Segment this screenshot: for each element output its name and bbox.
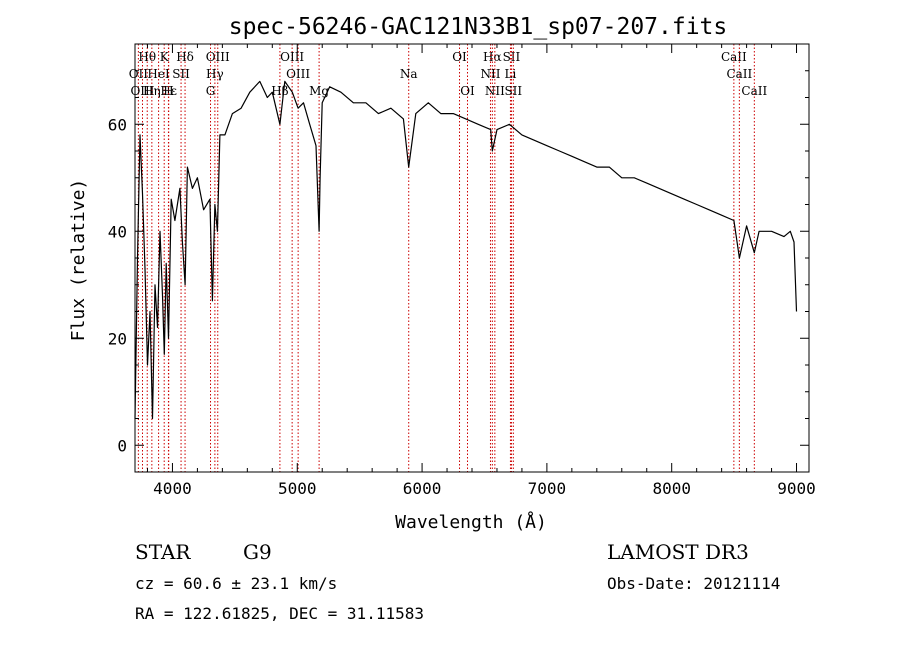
x-tick-label: 9000 xyxy=(777,479,816,498)
coordinates: RA = 122.61825, DEC = 31.11583 xyxy=(135,604,424,623)
line-label: Hβ xyxy=(271,84,288,98)
line-label: SII xyxy=(503,50,521,64)
line-label: Li xyxy=(505,67,517,81)
line-label: OIII xyxy=(286,67,310,81)
line-label: CaII xyxy=(741,84,767,98)
line-label: Hγ xyxy=(206,67,224,81)
y-tick-label: 40 xyxy=(108,222,127,241)
x-tick-label: 7000 xyxy=(528,479,567,498)
spectrum-line xyxy=(134,80,798,420)
y-tick-label: 20 xyxy=(108,329,127,348)
x-tick-label: 6000 xyxy=(403,479,442,498)
line-label: OIII xyxy=(206,50,230,64)
x-tick-label: 5000 xyxy=(278,479,317,498)
line-label: CaII xyxy=(726,67,752,81)
redshift-velocity: cz = 60.6 ± 23.1 km/s xyxy=(135,574,337,593)
line-label: OI xyxy=(452,50,467,64)
chart-title: spec-56246-GAC121N33B1_sp07-207.fits xyxy=(229,14,728,40)
x-tick-label: 8000 xyxy=(652,479,691,498)
line-label: Hα xyxy=(483,50,502,64)
line-label: Hδ xyxy=(176,50,194,64)
plot-frame xyxy=(134,43,810,473)
x-axis-ticks: 4000 5000 6000 7000 8000 9000 xyxy=(146,44,816,498)
line-label: OIII xyxy=(130,84,154,98)
line-label: Hθ xyxy=(138,50,156,64)
line-label: Na xyxy=(400,67,418,81)
line-label: SII xyxy=(504,84,522,98)
survey-name: LAMOST DR3 xyxy=(607,540,749,564)
line-label: NII xyxy=(485,84,505,98)
line-label: OI xyxy=(460,84,475,98)
observation-date: Obs-Date: 20121114 xyxy=(607,574,780,593)
spectrum-series xyxy=(134,80,798,420)
line-label: OIII xyxy=(280,50,304,64)
y-axis-label: Flux (relative) xyxy=(68,179,89,342)
line-label: HeI xyxy=(147,67,170,81)
line-label: SII xyxy=(172,67,190,81)
y-tick-label: 0 xyxy=(117,436,127,455)
line-label: G xyxy=(206,84,216,98)
line-label: NII xyxy=(480,67,500,81)
line-label: OII xyxy=(129,67,149,81)
line-label: Hη xyxy=(143,84,161,98)
line-label: Mg xyxy=(309,84,329,98)
object-class: STAR xyxy=(135,540,191,564)
object-subclass: G9 xyxy=(243,540,272,564)
y-tick-label: 60 xyxy=(108,115,127,134)
x-axis-label: Wavelength (Å) xyxy=(395,511,547,533)
line-label: CaII xyxy=(721,50,747,64)
line-label: H xyxy=(163,84,173,98)
y-axis-ticks: 0 20 40 60 xyxy=(108,70,809,455)
x-tick-label: 4000 xyxy=(153,479,192,498)
line-label: K xyxy=(160,50,170,64)
